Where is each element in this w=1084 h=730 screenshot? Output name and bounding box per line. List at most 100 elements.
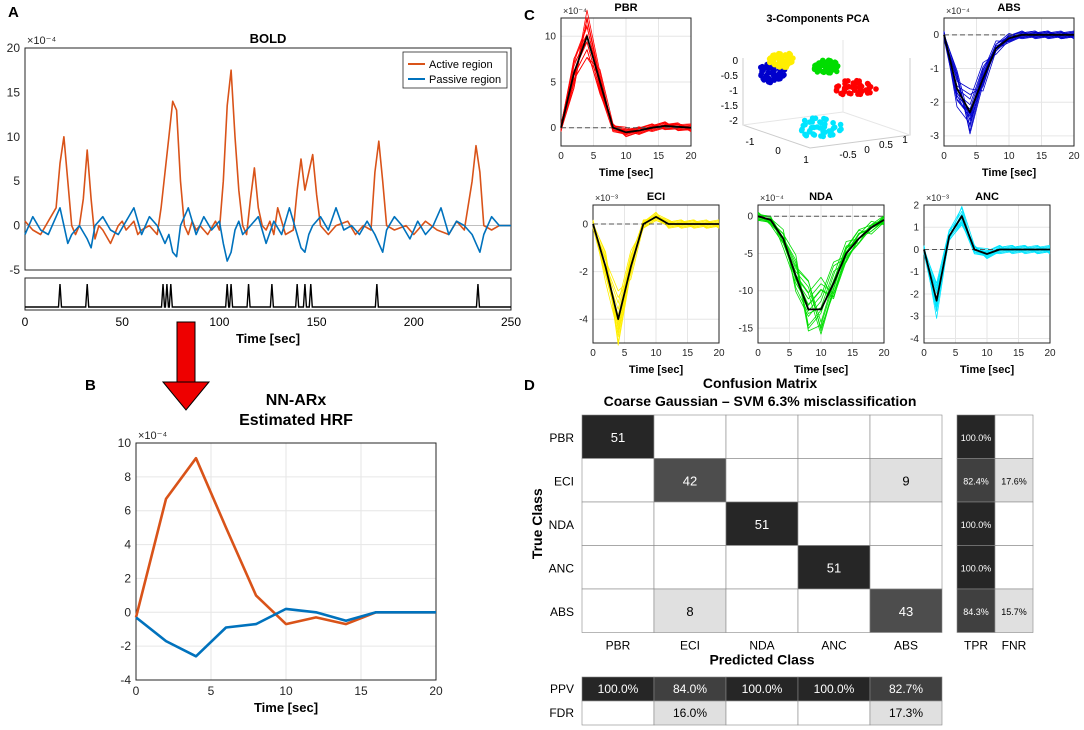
stim-frame [24,277,512,311]
x-tick-label: 15 [847,348,859,359]
fdr-cell [581,700,655,726]
cm-cell [725,458,799,503]
fnr-label: FNR [1002,639,1027,653]
pca-point-nda [828,61,834,67]
cm-cell [725,545,799,590]
cm-cell-value: 42 [683,473,697,488]
tpr-value: 84.3% [963,607,989,617]
y-tick-label: 4 [124,538,131,552]
x-tick-label: 5 [953,348,959,359]
red-arrow [161,321,211,411]
cm-cell [797,501,871,546]
trace-eci [592,219,720,337]
cm-cell [725,588,799,633]
pca-point-anc [836,127,843,134]
ppv-value: 100.0% [814,682,855,696]
x-tick-label: 5 [787,348,793,359]
pca-point-nda [825,69,832,76]
x-tick-label: 20 [1044,348,1056,359]
trace-abs [943,30,1075,127]
x-tick-label: 0 [590,348,596,359]
axis-exponent: ×10⁻⁴ [563,6,587,16]
chart-subtitle: Coarse Gaussian – SVM 6.3% misclassifica… [604,393,917,409]
tpr-value: 100.0% [961,520,992,530]
pca-point-anc [807,127,813,134]
pca-point-anc [818,120,825,126]
y-tick-label: 2 [913,200,919,211]
subplot-pbr: 0 5 10 15 20 0 5 10 ×10⁻⁴ Time [sec] PBR [545,2,697,179]
fdr-value: 17.3% [889,706,923,720]
y-tick-label: 10 [118,436,132,450]
cm-cell [581,545,655,590]
pca-point-anc [809,119,815,125]
trace-anc [923,210,1051,289]
x-tick-label: 15 [1013,348,1025,359]
x-tick-label: 5 [591,151,597,162]
pca-point-eci [777,54,783,61]
y-tick-label: 2 [124,571,131,585]
panel-letter-d: D [524,377,535,394]
plot-frame [135,442,437,681]
y-tick-label: 15 [7,85,21,99]
y-tick-label: -2 [120,639,131,653]
pca-point-pbr [857,82,863,88]
pca-point-pbr [845,78,851,84]
x-tick-label: 0 [558,151,564,162]
x-axis-label: Time [sec] [629,364,684,376]
x-tick-label: 20 [713,348,725,359]
y-tick-label: 6 [124,504,131,518]
pca-point-eci [775,63,782,70]
x-axis-label: Time [sec] [960,364,1015,376]
y-tick-label: 0 [582,219,588,230]
pca-point-eci [771,52,778,58]
y-tick-label: 0 [13,219,20,233]
pca-point-anc [812,115,819,122]
trace-anc [923,218,1051,284]
pca-tick: -1 [746,137,755,148]
y-tick-label: -2 [579,267,588,278]
mean-line-pbr [560,35,692,134]
x-tick-label: 100 [209,315,229,329]
cm-cell [581,414,655,459]
pca-point-abs [765,79,772,85]
fnr-cell [994,545,1034,590]
plot-frame [24,47,512,271]
fdr-cell [797,700,871,726]
pca-point-anc [811,124,817,131]
pca-point-anc [810,131,816,137]
legend-label: Active region [429,59,493,71]
y-tick-label: 20 [7,41,21,55]
pca-point-pbr [873,86,879,92]
x-tick-label: 0 [921,348,927,359]
pca-point-pbr [865,81,872,88]
pca-tick: 1 [902,135,908,146]
cm-col-label: ECI [680,639,700,653]
x-tick-label: 50 [116,315,130,329]
x-tick-label: 5 [208,684,215,698]
ppv-value: 84.0% [673,682,707,696]
pca-tick: 0 [864,145,870,156]
chart-title: Confusion Matrix [703,375,818,391]
cm-cell [581,458,655,503]
tpr-cell [956,414,996,459]
y-tick-label: -2 [930,98,939,109]
axis-exponent: ×10⁻⁴ [760,193,784,203]
pca-point-abs [759,63,766,70]
fnr-cell [994,501,1034,546]
ppv-value: 82.7% [889,682,923,696]
trace-pbr [560,17,692,134]
tpr-value: 100.0% [961,433,992,443]
chart-subtitle: Estimated HRF [239,412,353,429]
panel-letter-c: C [524,7,535,24]
subplot-title: NDA [809,191,833,203]
tpr-cell [956,588,996,633]
cm-cell [653,501,727,546]
cm-cell [653,545,727,590]
cm-cell-value: 51 [827,560,841,575]
trace-nda [757,218,885,306]
y-tick-label: -1 [910,267,919,278]
panel-letter-a: A [8,4,19,21]
axis-exponent: ×10⁻⁴ [138,430,167,442]
cm-cell [653,588,727,633]
